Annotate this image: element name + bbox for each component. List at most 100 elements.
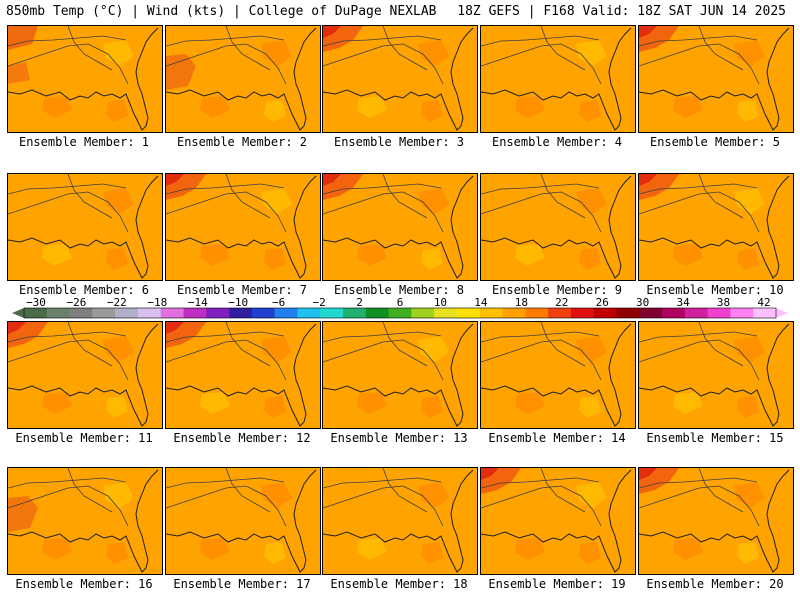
- boundary-line: [166, 43, 287, 85]
- temp-shading: [481, 26, 635, 132]
- boundary-line: [540, 468, 586, 513]
- temp-contour-fill: [42, 538, 72, 560]
- temp-contour-fill: [515, 538, 545, 560]
- temp-contour-fill: [737, 248, 759, 270]
- colorbar-segment: [206, 308, 230, 318]
- boundary-line: [8, 183, 127, 195]
- ensemble-map-panel: [322, 467, 478, 575]
- ensemble-member-label: Ensemble Member: 16: [15, 577, 153, 591]
- boundary-line: [481, 183, 600, 195]
- temp-contour-fill: [357, 244, 387, 266]
- temp-contour-fill: [261, 482, 292, 508]
- temp-contour-fill: [200, 244, 230, 266]
- colorbar-tick-label: −18: [147, 296, 168, 309]
- coastline: [166, 469, 317, 573]
- ensemble-map-panel: [480, 321, 636, 429]
- temp-shading: [8, 468, 162, 574]
- colorbar-tick-label: −6: [272, 296, 286, 309]
- temp-contour-fill: [418, 188, 449, 214]
- warm-region: [323, 174, 341, 186]
- boundary-line: [166, 191, 287, 233]
- temp-contour-fill: [421, 396, 443, 418]
- ensemble-map-panel: [7, 467, 163, 575]
- warm-region: [481, 468, 499, 480]
- coastline: [323, 469, 474, 573]
- ensemble-map-panel: [638, 25, 794, 133]
- ensemble-map-panel: [638, 173, 794, 281]
- temp-shading: [323, 322, 477, 428]
- temp-contour-fill: [515, 392, 545, 414]
- temp-contour-fill: [200, 392, 230, 414]
- temp-contour-fill: [421, 542, 443, 564]
- boundary-line: [323, 43, 444, 85]
- temp-contour-fill: [673, 538, 703, 560]
- boundary-line: [639, 485, 760, 527]
- colorbar-segment: [365, 308, 389, 318]
- ensemble-map-panel: [480, 25, 636, 133]
- boundary-line: [8, 339, 129, 381]
- temp-contour-fill: [418, 40, 449, 66]
- temp-contour-fill: [357, 96, 387, 118]
- boundary-line: [8, 485, 129, 527]
- coastline: [639, 27, 790, 131]
- colorbar-tick-label: 42: [757, 296, 771, 309]
- valid-time: 18Z GEFS | F168 Valid: 18Z SAT JUN 14 20…: [457, 4, 786, 19]
- temperature-field: [481, 174, 635, 280]
- warm-region: [639, 26, 657, 38]
- ensemble-member-label: Ensemble Member: 1: [18, 135, 150, 149]
- temp-contour-fill: [734, 40, 765, 66]
- colorbar-segment: [251, 308, 275, 318]
- colorbar-tick-label: 10: [433, 296, 448, 309]
- boundary-line: [639, 183, 758, 195]
- colorbar-tick-label: −22: [106, 296, 127, 309]
- warm-region: [8, 62, 30, 84]
- coastline: [8, 27, 159, 131]
- colorbar-segment: [434, 308, 458, 318]
- temp-contour-fill: [264, 542, 286, 564]
- boundary-line: [481, 35, 600, 47]
- temp-shading: [8, 174, 162, 280]
- boundary-line: [166, 339, 287, 381]
- ensemble-map-panel: [322, 25, 478, 133]
- colorbar-segment: [229, 308, 253, 318]
- ensemble-map-panel: [480, 467, 636, 575]
- boundary-line: [481, 485, 602, 527]
- boundary-line: [67, 26, 113, 71]
- warm-region: [639, 174, 657, 186]
- colorbar-segment: [707, 308, 731, 318]
- colorbar-max-arrow: [776, 308, 788, 318]
- ensemble-member-label: Ensemble Member: 18: [330, 577, 468, 591]
- ensemble-map-panel: [165, 321, 321, 429]
- coastline: [8, 323, 159, 427]
- temp-contour-fill: [734, 482, 765, 508]
- temperature-field: [481, 468, 635, 574]
- boundary-line: [225, 322, 271, 367]
- temp-shading: [166, 174, 320, 280]
- boundary-line: [481, 477, 600, 489]
- ensemble-member-label: Ensemble Member: 4: [491, 135, 623, 149]
- temperature-colorbar: [12, 307, 788, 319]
- temp-contour-fill: [576, 188, 607, 214]
- colorbar-segment: [548, 308, 572, 318]
- ensemble-map-panel: [165, 173, 321, 281]
- temp-contour-fill: [106, 542, 128, 564]
- coastline: [639, 469, 790, 573]
- boundary-line: [481, 43, 602, 85]
- temp-contour-fill: [515, 96, 545, 118]
- colorbar-segment: [320, 308, 344, 318]
- temp-contour-fill: [418, 336, 449, 362]
- warm-region: [166, 322, 184, 334]
- boundary-line: [382, 26, 428, 71]
- temp-shading: [166, 468, 320, 574]
- coastline: [481, 175, 632, 279]
- temp-contour-fill: [357, 538, 387, 560]
- ensemble-member-label: Ensemble Member: 20: [646, 577, 784, 591]
- temp-contour-fill: [579, 396, 601, 418]
- colorbar-tick-label: 34: [676, 296, 690, 309]
- colorbar-segment: [684, 308, 708, 318]
- coastline: [481, 469, 632, 573]
- temperature-field: [639, 26, 793, 132]
- temp-shading: [166, 26, 320, 132]
- coastline: [323, 323, 474, 427]
- ensemble-map-panel: [480, 173, 636, 281]
